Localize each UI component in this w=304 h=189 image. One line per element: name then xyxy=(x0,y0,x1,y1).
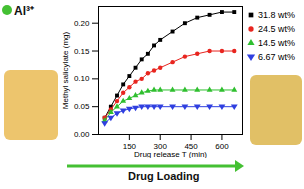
svg-text:0.00: 0.00 xyxy=(74,130,90,139)
html-text:31.8 wt%: 31.8 wt% xyxy=(258,10,295,20)
svg-text:600: 600 xyxy=(215,142,229,151)
svg-text:Methyl salicylate (mg): Methyl salicylate (mg) xyxy=(61,31,70,109)
svg-text:150: 150 xyxy=(122,142,136,152)
html-text:6.67 wt%: 6.67 wt% xyxy=(258,52,295,62)
svg-text:0.15: 0.15 xyxy=(74,47,90,56)
html-text:24.5 wt%: 24.5 wt% xyxy=(258,24,295,34)
svg-text:0.05: 0.05 xyxy=(74,102,90,111)
svg-text:300: 300 xyxy=(153,142,167,152)
svg-text:Drug release T (min): Drug release T (min) xyxy=(134,150,207,159)
svg-text:0.20: 0.20 xyxy=(74,19,90,28)
html-text:Drug Loading: Drug Loading xyxy=(128,170,200,182)
svg-text:0.10: 0.10 xyxy=(74,74,90,83)
html-text:Al³⁺: Al³⁺ xyxy=(14,4,34,18)
html-text:14.5 wt%: 14.5 wt% xyxy=(258,38,295,48)
svg-text:450: 450 xyxy=(184,142,198,152)
